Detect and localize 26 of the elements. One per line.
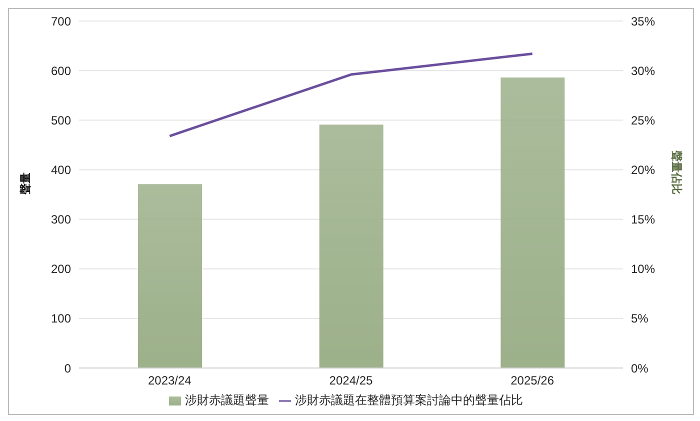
x-tick-label: 2023/24 [148,374,192,388]
y-tick-label: 700 [50,14,72,28]
bar [138,184,202,368]
legend-label: 涉財赤議題在整體預算案討論中的聲量佔比 [295,393,523,407]
y2-tick-label: 35% [631,14,656,28]
y2-axis-title: 聲量佔比 [670,150,684,194]
bar [500,78,565,368]
y-tick-label: 0 [64,361,72,376]
y2-tick-label: 10% [631,262,656,276]
y-axis-title: 聲量 [18,172,32,196]
x-tick-label: 2024/25 [329,374,374,388]
legend-label: 涉財赤議題聲量 [185,393,269,407]
y-tick-label: 300 [50,212,72,227]
y2-tick-label: 15% [631,212,656,227]
y2-tick-label: 0% [631,361,649,376]
y-tick-label: 500 [50,113,72,128]
y-tick-label: 400 [50,162,72,177]
x-tick-label: 2025/26 [510,374,554,388]
y2-tick-label: 20% [631,162,656,177]
y2-tick-label: 25% [631,113,656,128]
y-tick-label: 200 [50,262,72,276]
y2-tick-label: 30% [631,64,656,78]
bar [319,124,384,368]
y-tick-label: 600 [50,64,72,78]
y-tick-label: 100 [50,312,72,326]
y2-tick-label: 5% [631,312,649,326]
